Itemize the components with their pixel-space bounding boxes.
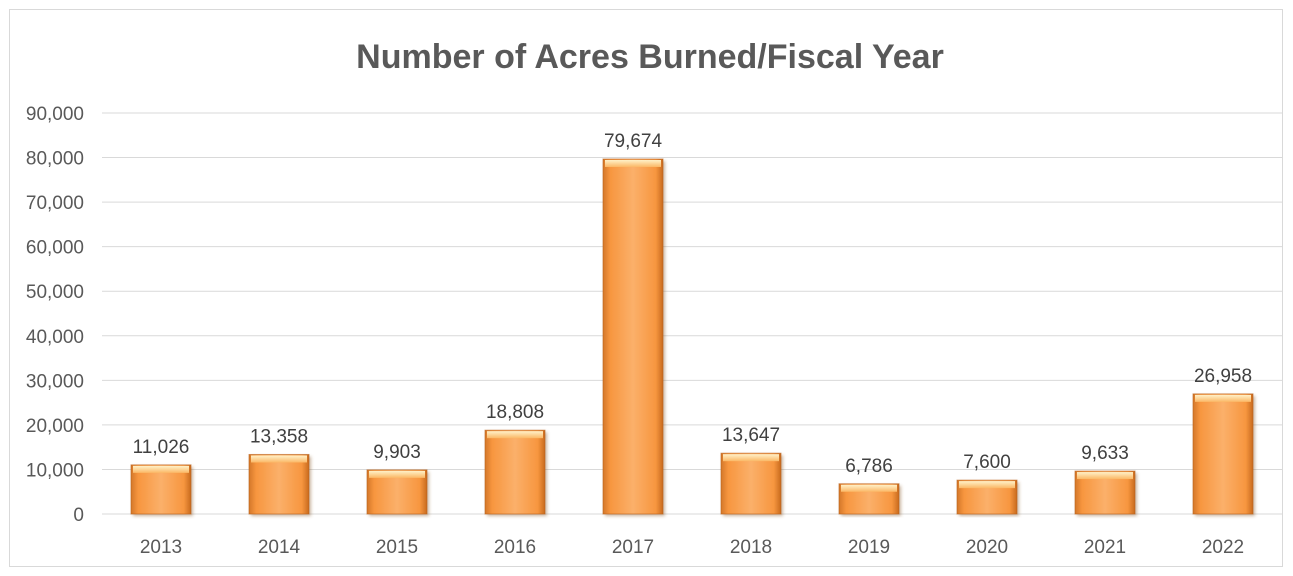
bar-2018 — [720, 452, 782, 515]
bar-2017 — [602, 158, 664, 515]
bar — [131, 464, 191, 514]
data-label: 9,633 — [1081, 443, 1129, 464]
y-tick-label: 40,000 — [26, 327, 84, 348]
bar — [603, 159, 663, 515]
bar-outline — [248, 453, 310, 515]
bar-outline — [366, 469, 428, 515]
data-label: 26,958 — [1194, 366, 1252, 387]
y-tick-label: 0 — [73, 505, 84, 526]
x-tick-label: 2013 — [140, 537, 182, 558]
y-tick-label: 80,000 — [26, 149, 84, 170]
y-tick-label: 50,000 — [26, 282, 84, 303]
y-tick-label: 60,000 — [26, 238, 84, 259]
data-label: 6,786 — [845, 456, 893, 477]
bar — [249, 454, 309, 514]
bar-2016 — [484, 429, 546, 515]
x-tick-label: 2016 — [494, 537, 536, 558]
bar-outline — [720, 452, 782, 515]
bar-2014 — [248, 453, 310, 515]
bar-2013 — [130, 464, 192, 515]
x-tick-label: 2021 — [1084, 537, 1126, 558]
y-tick-label: 90,000 — [26, 104, 84, 125]
bar-outline — [130, 464, 192, 515]
data-label: 9,903 — [373, 442, 421, 463]
bar-outline — [602, 158, 664, 515]
bar — [485, 430, 545, 514]
y-tick-label: 70,000 — [26, 193, 84, 214]
bar-highlight — [487, 431, 543, 439]
y-tick-label: 20,000 — [26, 416, 84, 437]
bar-highlight — [251, 455, 307, 463]
data-label: 11,026 — [133, 437, 190, 458]
bar-highlight — [959, 481, 1015, 489]
bar-outline — [484, 429, 546, 515]
x-tick-label: 2017 — [612, 537, 654, 558]
bar — [1193, 393, 1253, 514]
bar-highlight — [723, 454, 779, 462]
x-tick-label: 2015 — [376, 537, 418, 558]
bar-2021 — [1074, 470, 1136, 515]
bar-2022 — [1192, 393, 1254, 515]
data-label: 13,358 — [250, 426, 308, 447]
y-axis: 0 10,000 20,000 30,000 40,000 50,000 60,000 70,… — [26, 104, 84, 526]
x-tick-label: 2018 — [730, 537, 772, 558]
bar-highlight — [605, 160, 661, 168]
bar-highlight — [369, 470, 425, 478]
y-tick-label: 30,000 — [26, 371, 84, 392]
x-axis: 2013 2014 2015 2016 2017 2018 2019 2020 2021 2022 — [140, 537, 1244, 558]
bar-outline — [1074, 470, 1136, 515]
x-tick-label: 2020 — [966, 537, 1008, 558]
bar-outline — [838, 483, 900, 515]
data-label: 7,600 — [963, 452, 1011, 473]
bar-outline — [956, 479, 1018, 515]
bar-2020 — [956, 479, 1018, 515]
y-tick-label: 10,000 — [26, 460, 84, 481]
data-labels: 11,026 13,358 9,903 18,808 79,674 13,647 6,786… — [133, 131, 1252, 477]
bars — [130, 158, 1254, 515]
data-label: 79,674 — [604, 131, 663, 152]
bar — [721, 453, 781, 514]
bar-outline — [1192, 393, 1254, 515]
bar-highlight — [1077, 472, 1133, 480]
data-label: 13,647 — [722, 425, 780, 446]
chart-title: Number of Acres Burned/Fiscal Year — [356, 38, 944, 76]
bar-highlight — [133, 465, 189, 473]
data-label: 18,808 — [486, 402, 544, 423]
x-tick-label: 2022 — [1202, 537, 1244, 558]
x-tick-label: 2014 — [258, 537, 301, 558]
bar-highlight — [1195, 394, 1251, 402]
bar-2019 — [838, 483, 900, 515]
x-tick-label: 2019 — [848, 537, 890, 558]
bar-highlight — [841, 484, 897, 492]
bar-2015 — [366, 469, 428, 515]
